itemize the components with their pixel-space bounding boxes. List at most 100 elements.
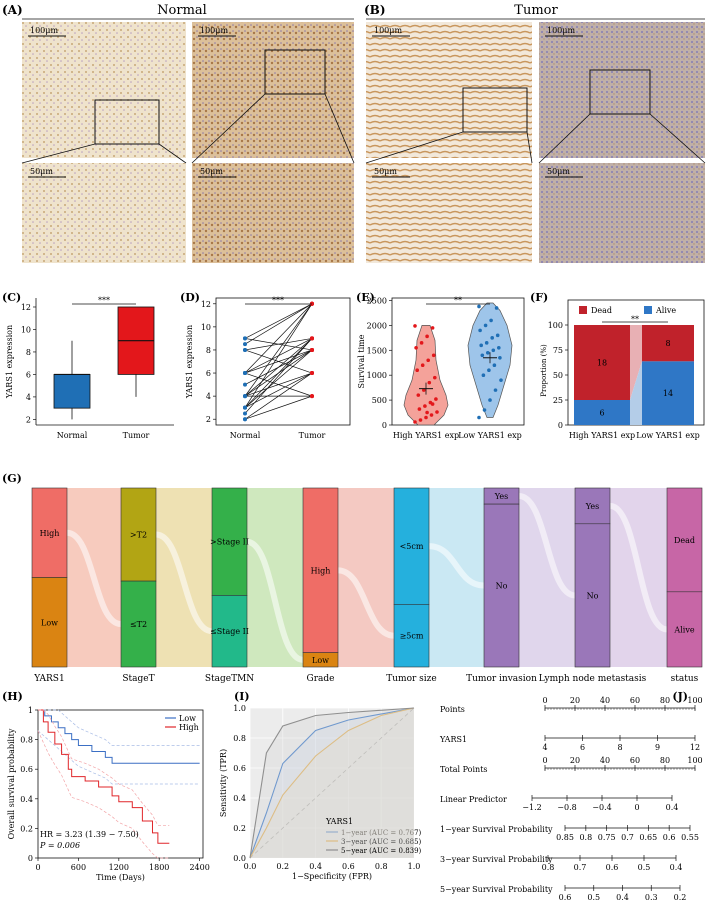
sankey-flow bbox=[429, 488, 484, 667]
x-axis-label: Time (Days) bbox=[96, 873, 145, 882]
x-tick-label: 0.6 bbox=[342, 862, 355, 871]
sankey-node-label: >Stage II bbox=[210, 538, 249, 547]
normal-point bbox=[243, 336, 247, 341]
sankey-node-label: ≤T2 bbox=[130, 620, 147, 629]
nomogram-tick-label: 0.4 bbox=[666, 803, 679, 812]
nomogram-tick-label: 0.55 bbox=[681, 833, 699, 842]
bar-alive bbox=[642, 361, 694, 425]
y-axis-label: Survival time bbox=[357, 334, 366, 388]
y-tick-label: 0.8 bbox=[20, 736, 33, 745]
legend-label-alive: Alive bbox=[655, 306, 676, 315]
data-point bbox=[424, 415, 428, 420]
data-point bbox=[488, 398, 492, 402]
nomogram-row-label: Total Points bbox=[440, 765, 488, 774]
panel-a-label: (A) bbox=[2, 3, 23, 17]
sankey-flow-crossing bbox=[428, 543, 485, 589]
legend-swatch-alive bbox=[644, 306, 652, 314]
y-tick-label: 12 bbox=[201, 300, 211, 309]
panel-label: (H) bbox=[2, 690, 23, 703]
data-point bbox=[420, 363, 425, 368]
bar-connector-dead bbox=[630, 325, 642, 400]
sankey-axis-label: YARS1 bbox=[33, 674, 64, 684]
nomogram-tick-label: 100 bbox=[687, 756, 702, 765]
x-tick-label: 0.4 bbox=[309, 862, 322, 871]
x-tick-label: 0 bbox=[35, 863, 40, 872]
panel-label: (E) bbox=[356, 291, 375, 304]
sankey-node bbox=[574, 487, 611, 525]
nomogram-tick-label: 4 bbox=[542, 743, 547, 752]
bar-connector-alive bbox=[630, 361, 642, 425]
sankey-flow-crossing bbox=[155, 531, 213, 635]
y-axis-label: Proportion (%) bbox=[540, 344, 548, 397]
y-axis-label: YARS1 expression bbox=[185, 325, 194, 399]
tumor-point bbox=[310, 336, 314, 341]
x-tick-label: 0.2 bbox=[276, 862, 289, 871]
data-point bbox=[430, 326, 435, 330]
sankey-node bbox=[211, 595, 248, 668]
sankey-node-label: ≤Stage II bbox=[210, 627, 249, 636]
normal-point bbox=[243, 382, 247, 387]
sankey-flow bbox=[247, 488, 303, 667]
micrograph-panels: (A) Normal (B) Tumor 100μm 100μm 100μm bbox=[2, 3, 706, 263]
sankey-node bbox=[666, 487, 703, 593]
x-tick-label: High YARS1 exp bbox=[393, 431, 459, 440]
sankey-flow-crossing bbox=[609, 502, 668, 633]
nomogram-tick-label: −1.2 bbox=[522, 803, 541, 812]
x-tick-label: Normal bbox=[230, 431, 261, 440]
nomogram-tick-label: 0.6 bbox=[606, 863, 619, 872]
sankey-axis-label: StageTMN bbox=[205, 674, 254, 684]
scale-label: 50μm bbox=[374, 167, 397, 176]
nomogram-tick-label: 0.6 bbox=[663, 833, 676, 842]
y-tick-label: 4 bbox=[206, 392, 211, 401]
x-tick-label: Low YARS1 exp bbox=[636, 431, 699, 440]
pair-line bbox=[244, 338, 313, 408]
pair-line bbox=[244, 303, 313, 339]
data-point bbox=[477, 415, 481, 420]
x-tick-label: 2400 bbox=[189, 863, 209, 872]
scale-bars-top: 100μm 100μm 100μm 100μm bbox=[28, 26, 583, 37]
sankey-node-label: Low bbox=[41, 618, 58, 627]
legend-label: 5−year (AUC = 0.839) bbox=[341, 847, 422, 855]
data-point bbox=[413, 420, 417, 424]
sankey-node-label: ≥5cm bbox=[400, 632, 424, 641]
nomogram-tick-label: 0.85 bbox=[556, 833, 574, 842]
nomogram-tick-label: 20 bbox=[570, 756, 580, 765]
sankey-node bbox=[211, 487, 248, 596]
y-tick-label: 6 bbox=[206, 369, 211, 378]
data-point bbox=[427, 380, 432, 385]
y-tick-label: 0.6 bbox=[233, 764, 246, 773]
data-point bbox=[422, 388, 426, 392]
sankey-node-label: Low bbox=[312, 656, 329, 665]
nomogram-tick-label: 0.5 bbox=[587, 893, 600, 902]
scale-label: 100μm bbox=[547, 26, 575, 35]
data-point bbox=[484, 341, 489, 345]
sankey-node-label: Alive bbox=[673, 625, 694, 634]
panel-label: (G) bbox=[2, 472, 22, 485]
scale-label: 50μm bbox=[547, 167, 570, 176]
panel-c-boxplot: (C) 2 4 6 8 10 12 YARS1 expression Normal Tumor **… bbox=[2, 291, 174, 440]
data-point bbox=[486, 350, 490, 355]
plot-frame bbox=[215, 297, 351, 426]
y-tick-label: 25 bbox=[553, 396, 563, 405]
legend-title: YARS1 bbox=[325, 817, 353, 826]
diagonal-reference bbox=[249, 707, 415, 859]
pair-line bbox=[244, 349, 313, 408]
nomogram-tick-label: 0 bbox=[634, 803, 639, 812]
bar-dead bbox=[642, 325, 694, 362]
y-tick-label: 2 bbox=[206, 415, 211, 424]
data-point bbox=[490, 336, 495, 340]
panel-d-paired-plot: (D) 2 4 6 8 10 12 YARS1 expression Normal Tumor **… bbox=[180, 291, 351, 440]
panel-label: (F) bbox=[530, 291, 548, 304]
significance-label: *** bbox=[98, 296, 110, 305]
roc-area bbox=[250, 708, 414, 858]
sankey-flow-crossing bbox=[337, 567, 395, 639]
scale-bars-bottom: 50μm 50μm 50μm 50μm bbox=[28, 167, 583, 178]
data-point bbox=[494, 306, 499, 310]
sankey-node bbox=[666, 591, 703, 668]
sankey-node bbox=[483, 503, 520, 668]
nomogram-tick-label: 0.8 bbox=[579, 833, 592, 842]
nomogram-tick-label: 60 bbox=[630, 756, 640, 765]
normal-point bbox=[243, 411, 247, 416]
normal-point bbox=[243, 417, 247, 422]
y-axis-label: Overall survival probability bbox=[7, 728, 16, 839]
